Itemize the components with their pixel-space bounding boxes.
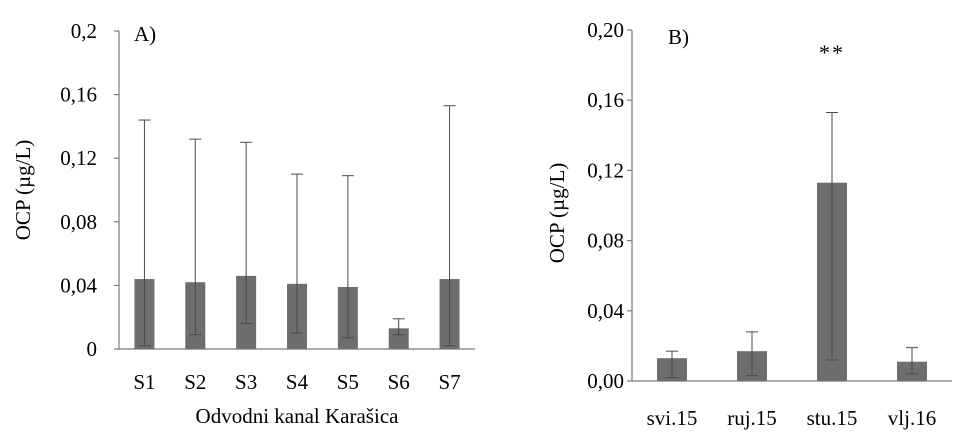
- panel-a-label: A): [134, 22, 156, 46]
- panel-a-bars: [134, 105, 460, 349]
- y-tick-label: 0,16: [587, 88, 624, 112]
- x-tick-label-vlj.16: vlj.16: [888, 406, 936, 430]
- x-tick-label-ruj.15: ruj.15: [727, 406, 777, 430]
- panel-a-x-axis-title: Odvodni kanal Karašica: [196, 404, 400, 428]
- x-tick-label-stu.15: stu.15: [807, 406, 858, 430]
- y-tick-label: 0,08: [587, 229, 624, 253]
- y-tick-label: 0,12: [587, 158, 624, 182]
- x-tick-label-S2: S2: [184, 370, 206, 394]
- y-tick-label: 0,00: [587, 369, 624, 393]
- y-tick-label: 0,12: [60, 146, 97, 170]
- x-tick-label-S5: S5: [337, 370, 359, 394]
- chart-panel-a: A) 0 0,04 0,08 0,12 0,16 0,2 S1 S2 S3 S4 S5 S6 S7 O…: [11, 19, 475, 428]
- y-tick-label: 0,2: [71, 19, 97, 43]
- x-tick-label-svi.15: svi.15: [647, 406, 698, 430]
- y-tick-label: 0,04: [587, 299, 624, 323]
- y-tick-label: 0,20: [587, 18, 624, 42]
- chart-panel-b: B) 0,00 0,04 0,08 0,12 0,16 0,20 svi.15 ruj.15…: [545, 18, 952, 430]
- y-tick-label: 0,04: [60, 273, 97, 297]
- panel-a-y-axis-title: OCP (µg/L): [11, 140, 35, 241]
- panel-b-label: B): [668, 25, 689, 49]
- x-tick-label-S1: S1: [133, 370, 155, 394]
- x-tick-label-S4: S4: [286, 370, 309, 394]
- bar-S6: [388, 328, 409, 349]
- panel-b-annotations: **: [819, 40, 845, 65]
- x-tick-label-S7: S7: [438, 370, 460, 394]
- panel-b-bars: [657, 111, 927, 381]
- y-tick-label: 0,08: [60, 210, 97, 234]
- x-tick-label-S3: S3: [235, 370, 257, 394]
- y-tick-label: 0: [87, 337, 98, 361]
- panel-a-y-ticks: 0 0,04 0,08 0,12 0,16 0,2: [60, 19, 119, 361]
- significance-marker: **: [819, 40, 845, 65]
- panel-b-axes: [631, 30, 952, 382]
- panel-b-x-tick-labels: svi.15 ruj.15 stu.15 vlj.16: [647, 406, 937, 430]
- panel-a-x-tick-labels: S1 S2 S3 S4 S5 S6 S7: [133, 370, 460, 394]
- panel-b-y-ticks: 0,00 0,04 0,08 0,12 0,16 0,20: [587, 18, 632, 393]
- y-tick-label: 0,16: [60, 83, 97, 107]
- x-tick-label-S6: S6: [388, 370, 410, 394]
- panel-b-y-axis-title: OCP (µg/L): [545, 163, 569, 264]
